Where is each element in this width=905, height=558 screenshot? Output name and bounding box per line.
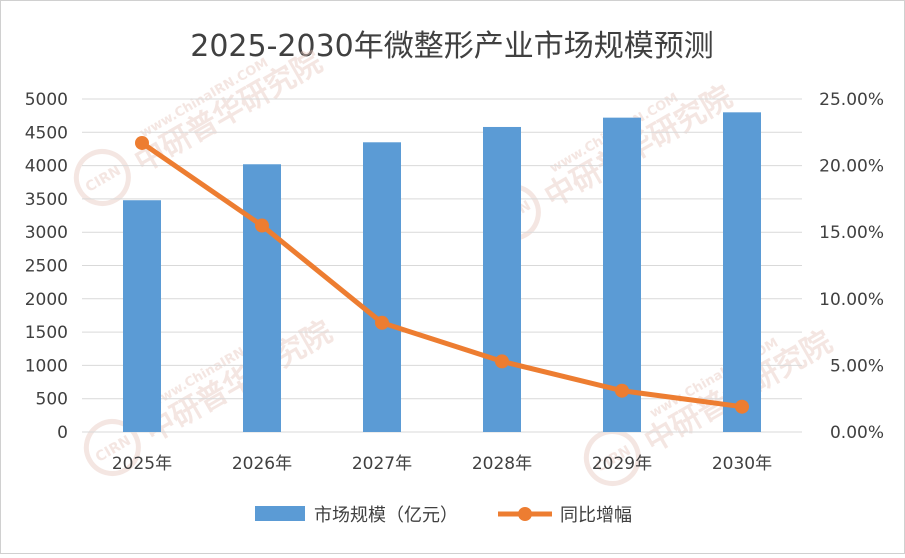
- x-tick-label: 2030年: [712, 454, 772, 474]
- bar: [723, 112, 761, 432]
- bar: [363, 142, 401, 433]
- left-tick-label: 3500: [25, 190, 68, 210]
- left-tick-label: 0: [57, 423, 68, 443]
- bar: [243, 164, 281, 432]
- watermark-text-cn: 中研普华研究院: [129, 44, 328, 179]
- watermark-logo-text: CIRN: [83, 163, 124, 196]
- x-tick-label: 2028年: [472, 454, 532, 474]
- left-tick-label: 1000: [25, 356, 68, 376]
- left-tick-label: 1500: [25, 323, 68, 343]
- bar: [603, 117, 641, 432]
- growth-line: [139, 140, 745, 410]
- chart-title: 2025-2030年微整形产业市场规模预测: [190, 29, 714, 64]
- left-tick-label: 2500: [25, 257, 68, 277]
- line-point: [135, 135, 149, 150]
- bar-series: [123, 112, 761, 433]
- watermark-logo-ring: [73, 149, 131, 206]
- left-tick-label: 4000: [25, 157, 68, 177]
- right-tick-label: 0.00%: [830, 423, 884, 443]
- bar: [123, 200, 161, 432]
- right-tick-label: 20.00%: [819, 157, 884, 177]
- left-tick-label: 2000: [25, 290, 68, 310]
- line-point: [255, 218, 269, 233]
- left-tick-label: 4500: [25, 123, 68, 143]
- left-tick-label: 3000: [25, 223, 68, 243]
- right-tick-label: 25.00%: [819, 90, 884, 110]
- legend-label-bar: 市场规模（亿元）: [314, 505, 458, 526]
- legend-swatch-marker: [518, 507, 532, 521]
- x-axis: 2025年 2026年 2027年 2028年 2029年 2030年: [112, 454, 772, 474]
- left-tick-label: 5000: [25, 90, 68, 110]
- left-axis: 0 500 1000 1500 2000 2500 3000 3500 4000 4500 5000: [25, 90, 68, 443]
- line-point: [375, 315, 389, 330]
- line-point: [615, 383, 629, 398]
- right-axis: 0.00% 5.00% 10.00% 15.00% 20.00% 25.00%: [819, 90, 884, 443]
- x-tick-label: 2029年: [592, 454, 652, 474]
- legend: 市场规模（亿元） 同比增幅: [255, 505, 632, 526]
- right-tick-label: 15.00%: [819, 223, 884, 243]
- bar: [483, 126, 521, 433]
- line-series: [135, 135, 749, 414]
- legend-swatch-bar: [255, 506, 305, 521]
- right-tick-label: 5.00%: [830, 356, 884, 376]
- x-tick-label: 2025年: [112, 454, 172, 474]
- gridlines: [82, 98, 802, 433]
- right-tick-label: 10.00%: [819, 290, 884, 310]
- line-point: [735, 399, 749, 414]
- watermark-logo-ring: [583, 429, 641, 486]
- watermark-text-cn: 中研普华研究院: [139, 314, 338, 449]
- legend-label-line: 同比增幅: [560, 505, 632, 526]
- watermark-logo-ring: [83, 419, 141, 476]
- x-tick-label: 2026年: [232, 454, 292, 474]
- x-tick-label: 2027年: [352, 454, 412, 474]
- line-point: [495, 354, 509, 369]
- left-tick-label: 500: [36, 390, 68, 410]
